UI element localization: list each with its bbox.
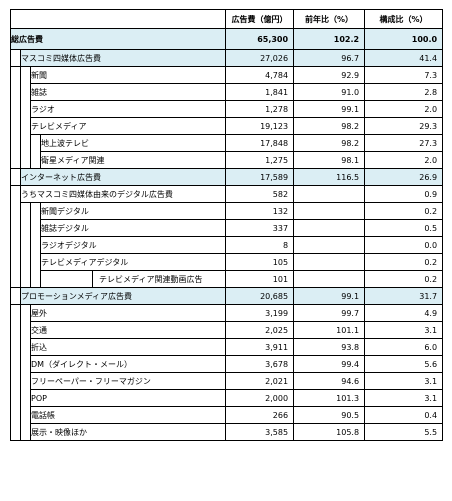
table-row: ラジオデジタル 8 0.0 xyxy=(10,236,444,254)
table-row: 交通 2,025 101.1 3.1 xyxy=(10,321,444,339)
header-spend: 広告費（億円） xyxy=(225,9,295,29)
table-row: 折込 3,911 93.8 6.0 xyxy=(10,338,444,356)
table-row: 総広告費 65,300 102.2 100.0 xyxy=(9,28,444,50)
table-row: テレビメディア 19,123 98.2 29.3 xyxy=(10,117,444,135)
table-header-row: 広告費（億円） 前年比（%） 構成比（%） xyxy=(9,9,444,29)
table-row: フリーペーパー・フリーマガジン 2,021 94.6 3.1 xyxy=(10,372,444,390)
header-item xyxy=(9,9,227,29)
table-row: インターネット広告費 17,589 116.5 26.9 xyxy=(10,168,444,186)
table-row: 新聞 4,784 92.9 7.3 xyxy=(10,66,444,84)
table-row: 衛星メディア関連 1,275 98.1 2.0 xyxy=(10,151,444,169)
table-row: テレビメディアデジタル 105 0.2 xyxy=(10,253,444,271)
table-row: 雑誌 1,841 91.0 2.8 xyxy=(10,83,444,101)
table-row: 電話帳 266 90.5 0.4 xyxy=(10,406,444,424)
table-row: プロモーションメディア広告費 20,685 99.1 31.7 xyxy=(10,287,444,305)
table-row: DM（ダイレクト・メール） 3,678 99.4 5.6 xyxy=(10,355,444,373)
table-row: うちマスコミ四媒体由来のデジタル広告費 582 0.9 xyxy=(10,185,444,203)
table-row: 雑誌デジタル 337 0.5 xyxy=(10,219,444,237)
header-yoy: 前年比（%） xyxy=(293,9,366,29)
table-row: 展示・映像ほか 3,585 105.8 5.5 xyxy=(10,423,444,441)
table-row: 地上波テレビ 17,848 98.2 27.3 xyxy=(10,134,444,152)
table-row: 屋外 3,199 99.7 4.9 xyxy=(10,304,444,322)
table-row: POP 2,000 101.3 3.1 xyxy=(10,389,444,407)
table-row: マスコミ四媒体広告費 27,026 96.7 41.4 xyxy=(10,49,444,67)
table-row: テレビメディア関連動画広告 101 0.2 xyxy=(10,270,444,288)
table-row: ラジオ 1,278 99.1 2.0 xyxy=(10,100,444,118)
header-share: 構成比（%） xyxy=(364,9,444,29)
ad-spend-table: 広告費（億円） 前年比（%） 構成比（%） 総広告費 65,300 102.2 … xyxy=(9,9,444,441)
table-row: 新聞デジタル 132 0.2 xyxy=(10,202,444,220)
